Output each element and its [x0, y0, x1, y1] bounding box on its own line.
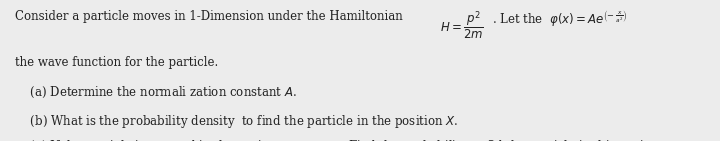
Text: . Let the  $\varphi(x) = Ae^{\left(-\,\frac{x}{a^2}\right)}$: . Let the $\varphi(x) = Ae^{\left(-\,\fr…: [492, 10, 628, 29]
Text: (c) If the particle is trapped in the region  $0 \leq x \leq a$ .  Find the prob: (c) If the particle is trapped in the re…: [15, 138, 662, 141]
Text: the wave function for the particle.: the wave function for the particle.: [15, 56, 218, 69]
Text: Consider a particle moves in 1-Dimension under the Hamiltonian: Consider a particle moves in 1-Dimension…: [15, 10, 402, 23]
Text: (a) Determine the normali zation constant $A$.: (a) Determine the normali zation constan…: [15, 85, 297, 100]
Text: (b) What is the probability density  to find the particle in the position $X$.: (b) What is the probability density to f…: [15, 113, 459, 130]
Text: $H = \dfrac{p^2}{2m}$: $H = \dfrac{p^2}{2m}$: [440, 10, 484, 42]
